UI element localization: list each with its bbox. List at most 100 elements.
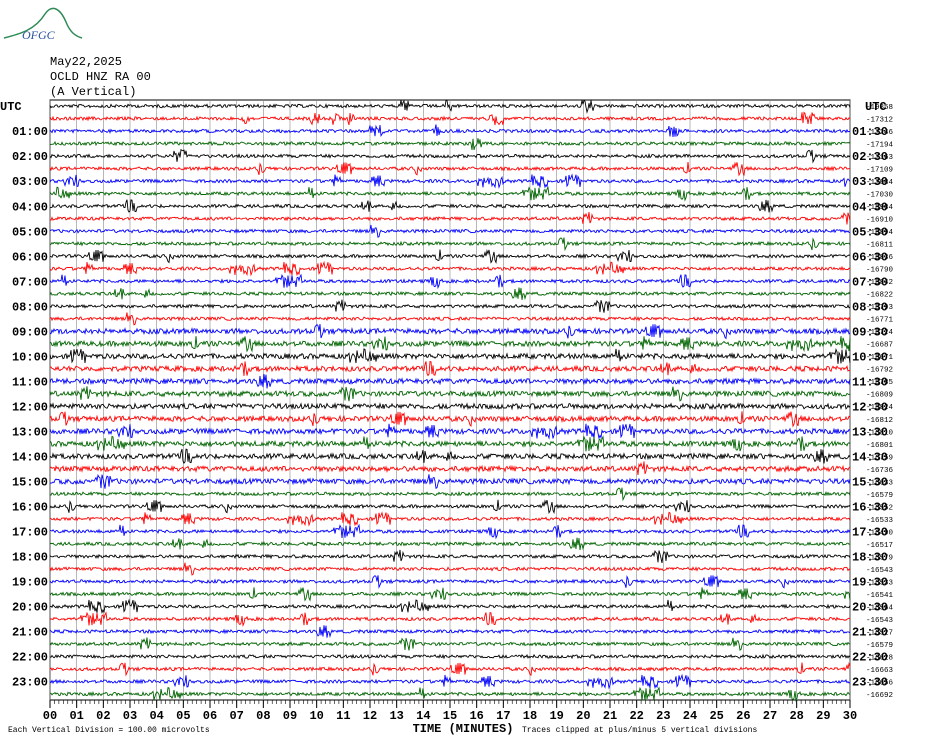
- seismic-trace: [49, 186, 851, 202]
- seismic-trace: [49, 361, 851, 377]
- left-time-label: 02:00: [12, 150, 48, 164]
- x-tick-label: 27: [763, 709, 777, 723]
- seismic-trace: [50, 199, 851, 213]
- trace-offset: -16656: [866, 679, 894, 687]
- x-tick-label: 22: [629, 709, 643, 723]
- x-tick-label: 07: [229, 709, 243, 723]
- trace-offset: -17084: [866, 179, 894, 187]
- trace-offset: -16771: [866, 317, 894, 325]
- trace-offset: -17109: [866, 167, 893, 175]
- left-time-label: 04:00: [12, 200, 48, 214]
- seismic-trace: [49, 511, 851, 527]
- right-time-label: 01:30: [852, 125, 888, 139]
- x-tick-label: 05: [176, 709, 190, 723]
- x-tick-label: 30: [843, 709, 857, 723]
- seismic-trace: [49, 224, 851, 238]
- seismic-trace: [49, 575, 851, 590]
- trace-offset: -16533: [866, 579, 894, 587]
- x-tick-label: 18: [523, 709, 537, 723]
- seismic-trace: [49, 586, 851, 602]
- left-time-label: 22:00: [12, 651, 48, 665]
- seismic-trace: [49, 161, 851, 177]
- right-time-label: 19:30: [852, 576, 888, 590]
- seismic-trace: [49, 99, 851, 114]
- right-time-label: 23:30: [852, 676, 888, 690]
- seismic-trace: [49, 212, 851, 225]
- seismic-trace: [49, 287, 851, 301]
- x-tick-label: 17: [496, 709, 510, 723]
- left-time-label: 09:00: [12, 325, 48, 339]
- seismic-trace: [49, 411, 851, 428]
- trace-offset: -16809: [866, 392, 893, 400]
- trace-offset: -16910: [866, 217, 894, 225]
- seismic-trace: [49, 474, 851, 490]
- trace-offset: -16984: [866, 204, 894, 212]
- x-tick-label: 23: [656, 709, 670, 723]
- left-time-label: 07:00: [12, 275, 48, 289]
- x-tick-label: 11: [336, 709, 350, 723]
- seismic-trace: [49, 661, 851, 677]
- logo: OFGC: [3, 7, 83, 42]
- seismic-trace: [49, 537, 851, 551]
- seismic-trace: [49, 653, 851, 660]
- x-tick-label: 15: [443, 709, 457, 723]
- right-time-label: 16:30: [852, 501, 888, 515]
- seismic-trace: [49, 386, 851, 402]
- seismic-trace: [49, 598, 851, 614]
- left-time-label: 16:00: [12, 501, 48, 515]
- seismic-trace: [49, 249, 851, 264]
- trace-offset: -16894: [866, 229, 894, 237]
- right-time-label: 10:30: [852, 350, 888, 364]
- seismic-trace: [49, 237, 851, 252]
- trace-offset: -16533: [866, 517, 894, 525]
- x-tick-label: 24: [683, 709, 697, 723]
- trace-offset: -16785: [866, 379, 894, 387]
- seismic-trace: [49, 611, 851, 627]
- left-time-label: 18:00: [12, 551, 48, 565]
- trace-offset: -16663: [866, 667, 894, 675]
- right-time-label: 14:30: [852, 450, 888, 464]
- seismic-trace: [49, 448, 851, 464]
- right-time-label: 02:30: [852, 150, 888, 164]
- left-time-label: 06:00: [12, 250, 48, 264]
- right-time-label: UTC: [865, 100, 887, 114]
- seismic-trace: [49, 562, 851, 576]
- seismic-trace: [49, 299, 851, 313]
- seismic-trace: [49, 312, 851, 326]
- seismic-trace: [49, 423, 851, 440]
- left-time-label: UTC: [0, 100, 22, 114]
- right-time-label: 13:30: [852, 425, 888, 439]
- trace-offset: -16527: [866, 629, 893, 637]
- station: OCLD HNZ RA 00: [50, 70, 151, 84]
- seismic-trace: [49, 487, 851, 502]
- x-tick-label: 04: [149, 709, 163, 723]
- x-tick-label: 00: [43, 709, 57, 723]
- x-tick-label: 29: [816, 709, 830, 723]
- x-tick-label: 14: [416, 709, 430, 723]
- trace-offset: -16687: [866, 342, 893, 350]
- right-time-label: 15:30: [852, 475, 888, 489]
- trace-offset: -16633: [866, 479, 894, 487]
- seismic-trace: [49, 124, 851, 138]
- x-axis-label: TIME (MINUTES): [413, 722, 514, 736]
- seismic-trace: [49, 273, 851, 290]
- left-time-label: 01:00: [12, 125, 48, 139]
- component: (A Vertical): [50, 85, 136, 99]
- trace-offset: -16517: [866, 542, 893, 550]
- x-tick-label: 16: [469, 709, 483, 723]
- x-tick-label: 01: [69, 709, 83, 723]
- right-time-label: 04:30: [852, 200, 888, 214]
- left-time-label: 19:00: [12, 576, 48, 590]
- left-time-label: 23:00: [12, 676, 48, 690]
- seismic-trace: [50, 138, 851, 151]
- clip-note: Traces clipped at plus/minus 5 vertical …: [522, 726, 757, 735]
- trace-offset: -16736: [866, 467, 894, 475]
- trace-offset: -16724: [866, 329, 894, 337]
- trace-offset: -16793: [866, 304, 894, 312]
- scale-note: Each Vertical Division = 100.00 microvol…: [8, 726, 210, 735]
- trace-offset: -17246: [866, 129, 894, 137]
- x-tick-label: 21: [603, 709, 617, 723]
- x-tick-label: 03: [123, 709, 137, 723]
- seismic-trace: [49, 348, 851, 364]
- x-tick-label: 02: [96, 709, 110, 723]
